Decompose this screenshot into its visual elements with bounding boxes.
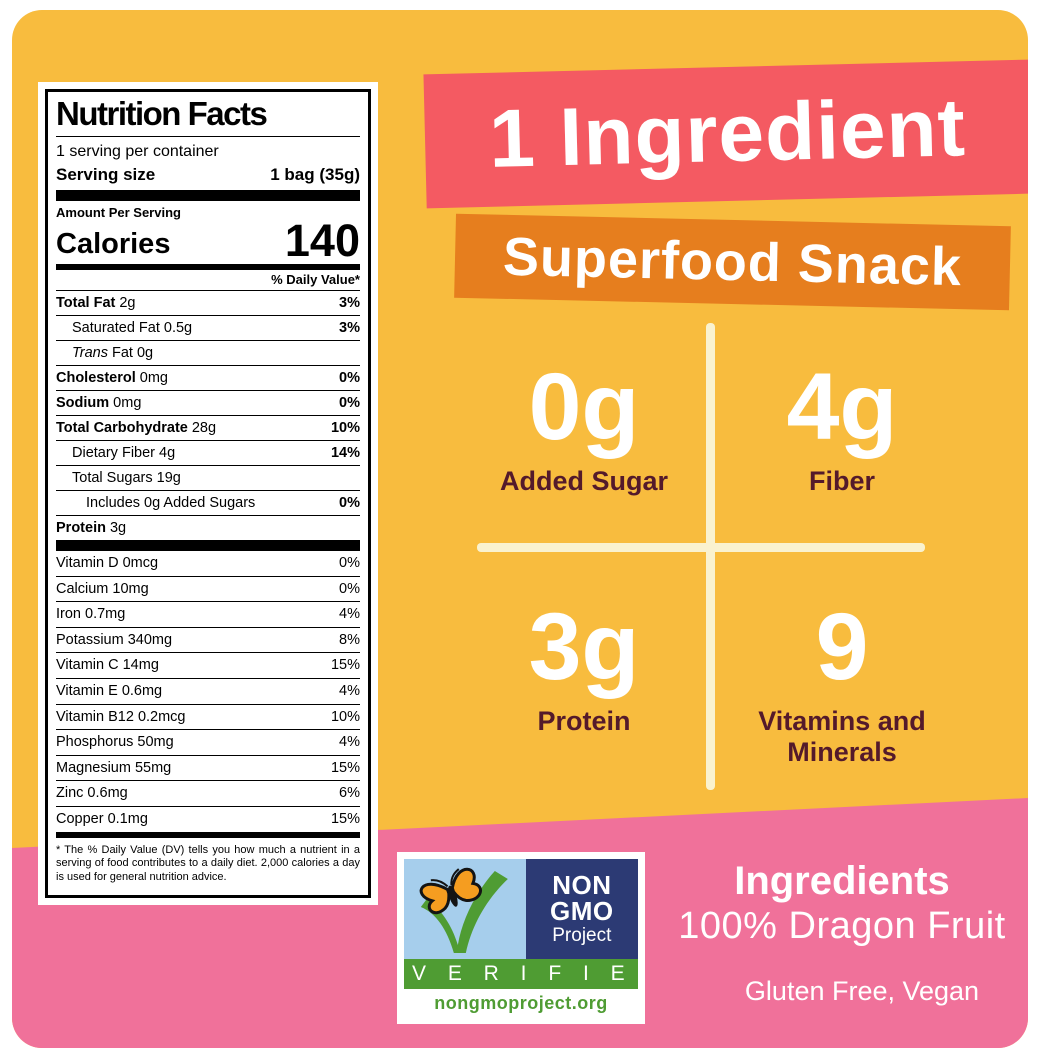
micronutrient-row: Phosphorus 50mg 4% <box>56 730 360 756</box>
stat-fiber: 4g Fiber <box>692 356 992 497</box>
nutrition-facts-title: Nutrition Facts <box>56 94 360 137</box>
product-label-card: 1 Ingredient Superfood Snack 0g Added Su… <box>12 10 1028 1048</box>
stat-label: Protein <box>537 706 631 736</box>
divider-bar <box>56 831 360 838</box>
stat-value: 0g <box>528 354 640 460</box>
stat-label: Added Sugar <box>499 466 668 496</box>
stats-divider-vertical <box>706 323 715 790</box>
stat-protein: 3g Protein <box>434 596 734 737</box>
micronutrient-row: Iron 0.7mg 4% <box>56 602 360 628</box>
daily-value-footnote: * The % Daily Value (DV) tells you how m… <box>56 843 360 883</box>
headline-text: 1 Ingredient <box>488 82 967 185</box>
calories-row: Calories 140 <box>56 215 360 266</box>
nutrient-row: Sodium 0mg 0% <box>56 391 360 416</box>
divider-bar <box>56 190 360 201</box>
calories-label: Calories <box>56 228 171 260</box>
servings-per-container: 1 serving per container <box>56 143 219 160</box>
daily-value-header: % Daily Value* <box>56 270 360 291</box>
serving-size-row: Serving size 1 bag (35g) <box>56 163 360 190</box>
ingredients-block: Ingredients 100% Dragon Fruit Gluten Fre… <box>652 858 1028 1007</box>
subheadline-banner: Superfood Snack <box>454 213 1011 311</box>
micronutrient-row: Vitamin B12 0.2mcg 10% <box>56 705 360 731</box>
micronutrient-row: Vitamin D 0mcg 0% <box>56 551 360 577</box>
nutrient-row: Dietary Fiber 4g 14% <box>56 441 360 466</box>
stat-value: 3g <box>528 594 640 700</box>
nongmo-wordmark: NON GMO Project <box>525 859 638 959</box>
stats-divider-horizontal <box>477 543 925 552</box>
nongmo-gmo: GMO <box>550 895 614 926</box>
serving-size-value: 1 bag (35g) <box>270 165 360 184</box>
nongmo-verified-band: V E R I F I E D <box>404 959 638 989</box>
nutrient-row: Total Carbohydrate 28g 10% <box>56 416 360 441</box>
stat-vitamins-minerals: 9 Vitamins and Minerals <box>692 596 992 768</box>
serving-size-label: Serving size <box>56 165 156 184</box>
nutrient-row: Saturated Fat 0.5g 3% <box>56 316 360 341</box>
nutrition-facts-panel: Nutrition Facts 1 serving per container … <box>38 82 378 905</box>
nutrient-row: Total Sugars 19g <box>56 466 360 491</box>
nongmo-project: Project <box>552 924 612 946</box>
nutrient-row: Protein 3g <box>56 520 127 536</box>
divider-bar <box>56 264 360 270</box>
butterfly-checkmark-icon <box>419 867 508 953</box>
non-gmo-verified-seal: NON GMO Project V E R I F I E D nongmopr… <box>397 852 645 1024</box>
nutrient-row: Cholesterol 0mg 0% <box>56 366 360 391</box>
nongmo-url: nongmoproject.org <box>404 989 638 1017</box>
nongmo-art-tile <box>404 859 526 959</box>
micronutrient-row: Copper 0.1mg 15% <box>56 810 360 827</box>
calories-value: 140 <box>284 215 360 266</box>
micronutrient-row: Magnesium 55mg 15% <box>56 756 360 782</box>
amount-per-serving: Amount Per Serving <box>56 205 181 220</box>
micronutrient-row: Zinc 0.6mg 6% <box>56 781 360 807</box>
subheadline-text: Superfood Snack <box>502 226 963 298</box>
stat-added-sugar: 0g Added Sugar <box>434 356 734 497</box>
micronutrient-row: Potassium 340mg 8% <box>56 628 360 654</box>
headline-banner: 1 Ingredient <box>423 59 1028 209</box>
stat-value: 9 <box>815 594 869 700</box>
micronutrient-row: Vitamin C 14mg 15% <box>56 653 360 679</box>
stat-value: 4g <box>786 354 898 460</box>
divider-bar <box>56 540 360 551</box>
stat-label: Fiber <box>808 466 875 496</box>
ingredients-value: 100% Dragon Fruit <box>678 905 1006 947</box>
micronutrient-row: Calcium 10mg 0% <box>56 577 360 603</box>
ingredients-tags: Gluten Free, Vegan <box>744 976 980 1006</box>
ingredients-title: Ingredients <box>734 859 950 903</box>
nutrient-row: Total Fat 2g 3% <box>56 291 360 316</box>
nutrient-row: Includes 0g Added Sugars 0% <box>56 491 360 516</box>
micronutrient-row: Vitamin E 0.6mg 4% <box>56 679 360 705</box>
stat-label: Vitamins and Minerals <box>758 706 926 768</box>
nongmo-non: NON <box>552 869 612 900</box>
nutrient-row: Trans Fat 0g <box>56 341 360 366</box>
